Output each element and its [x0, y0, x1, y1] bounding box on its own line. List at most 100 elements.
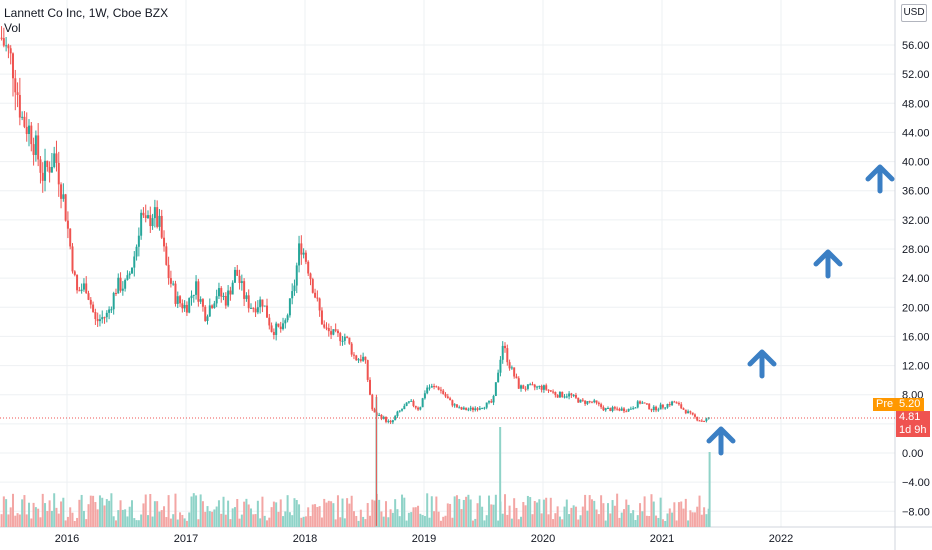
volume-bar	[233, 507, 236, 527]
candle-body	[355, 355, 358, 361]
volume-bar	[444, 515, 447, 527]
candle-body	[11, 53, 14, 79]
volume-bar	[309, 516, 312, 527]
candle-body	[314, 292, 317, 298]
candle-body	[648, 403, 651, 410]
candle-body	[428, 387, 431, 389]
candle-body	[650, 409, 653, 411]
candle-body	[680, 404, 683, 409]
candle-body	[183, 304, 186, 309]
x-tick-label: 2019	[412, 533, 436, 545]
volume-bar	[531, 514, 534, 527]
candle-body	[515, 376, 518, 379]
volume-bar	[197, 519, 200, 527]
volume-bar	[570, 507, 573, 527]
candle-body	[421, 398, 424, 408]
volume-bar	[421, 515, 424, 527]
volume-bar	[394, 499, 397, 527]
candle-body	[21, 116, 24, 118]
candle-body	[135, 246, 138, 257]
volume-bar	[625, 499, 628, 527]
candle-body	[437, 387, 440, 390]
candle-body	[245, 295, 248, 299]
volume-bar	[121, 509, 124, 527]
volume-bar	[78, 499, 81, 527]
volume-bar	[80, 494, 83, 527]
candle-body	[634, 407, 637, 409]
y-tick-label: −8.00	[902, 506, 930, 518]
volume-bar	[231, 508, 234, 527]
candle-body	[357, 359, 360, 361]
candle-body	[581, 399, 584, 401]
volume-bar	[584, 494, 587, 527]
candle-body	[552, 391, 555, 393]
volume-bar	[341, 498, 344, 527]
candle-body	[636, 401, 639, 408]
volume-bar	[380, 511, 383, 527]
volume-bar	[14, 515, 17, 527]
candle-body	[272, 331, 275, 335]
volume-bar	[481, 506, 484, 527]
volume-bar	[288, 512, 291, 527]
candle-body	[291, 291, 294, 299]
volume-bar	[206, 506, 209, 527]
volume-bar	[641, 511, 644, 527]
candle-body	[293, 285, 296, 292]
candle-body	[494, 382, 497, 396]
candle-body	[366, 360, 369, 380]
candle-body	[311, 279, 314, 293]
candle-body	[144, 215, 147, 219]
candle-body	[208, 305, 211, 317]
pre-value-label: 5.20	[896, 398, 924, 411]
candle-body	[50, 167, 53, 173]
candle-body	[172, 283, 175, 285]
volume-bar	[89, 495, 92, 527]
volume-bar	[606, 503, 609, 527]
candle-body	[268, 317, 271, 326]
x-tick-label: 2020	[531, 533, 555, 545]
candle-body	[266, 305, 269, 318]
candle-body	[396, 411, 399, 417]
volume-bar	[671, 512, 674, 527]
volume-bar	[554, 513, 557, 527]
volume-bar	[371, 499, 374, 527]
candle-body	[673, 401, 676, 403]
candle-body	[149, 215, 152, 227]
candle-body	[195, 281, 198, 295]
candle-body	[538, 385, 541, 387]
candle-body	[677, 403, 680, 405]
volume-bar	[16, 513, 19, 527]
candle-body	[467, 409, 470, 411]
candle-body	[325, 327, 328, 329]
volume-bar	[540, 513, 543, 527]
volume-bar	[558, 516, 561, 527]
candle-body	[332, 329, 335, 335]
volume-bar	[499, 427, 502, 527]
volume-bar	[613, 505, 616, 527]
candle-body	[78, 290, 81, 292]
volume-bar	[506, 514, 509, 527]
candle-body	[179, 296, 182, 304]
volume-bar	[368, 515, 371, 527]
volume-bar	[174, 493, 177, 527]
volume-bar	[98, 495, 101, 527]
volume-bar	[5, 499, 8, 527]
volume-bar	[25, 514, 28, 527]
candle-body	[201, 299, 204, 307]
volume-bar	[195, 495, 198, 527]
currency-button[interactable]: USD	[901, 4, 927, 22]
volume-bar	[426, 493, 429, 527]
candle-body	[114, 293, 117, 295]
candle-body	[346, 336, 349, 338]
candle-body	[520, 385, 523, 389]
candle-body	[92, 304, 95, 313]
candle-body	[382, 416, 385, 419]
volume-bar	[549, 497, 552, 527]
volume-bar	[32, 502, 35, 527]
candle-body	[37, 135, 40, 160]
candle-body	[350, 343, 353, 355]
candle-body	[140, 212, 143, 236]
volume-bar	[236, 498, 239, 527]
volume-bar	[387, 517, 390, 527]
candle-body	[604, 408, 607, 411]
